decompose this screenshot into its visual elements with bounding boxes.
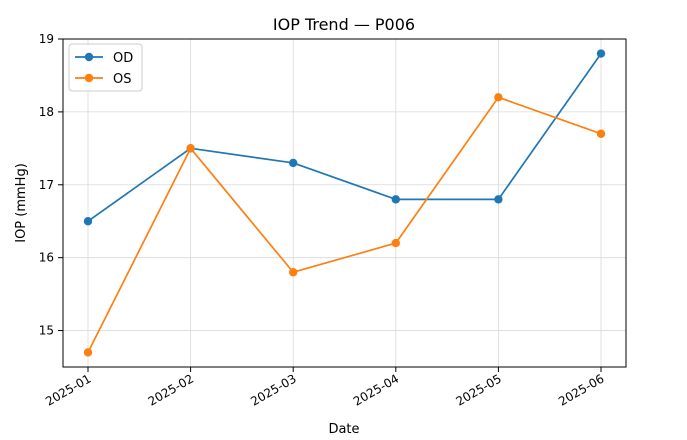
legend-label-od: OD (113, 51, 133, 66)
y-axis: 15 16 17 18 19 (39, 32, 63, 338)
data-point-os (391, 238, 400, 248)
series-line-od (87, 52, 602, 223)
legend-marker-os (84, 73, 94, 83)
y-tick-label: 18 (39, 105, 54, 119)
x-axis-label: Date (328, 422, 359, 437)
data-point-os (186, 144, 195, 153)
y-tick-label: 15 (39, 324, 54, 338)
data-point-os (83, 348, 93, 357)
data-point-os (289, 268, 298, 277)
chart-title: IOP Trend — P006 (273, 15, 415, 34)
data-point-od (494, 195, 503, 204)
data-point-os (494, 93, 503, 102)
data-point-od (391, 195, 400, 204)
data-point-od (596, 49, 606, 58)
data-point-os (596, 129, 606, 138)
data-point-od (83, 217, 93, 226)
series-layer (83, 49, 606, 357)
y-tick-label: 16 (39, 251, 54, 265)
series-line-os (87, 96, 602, 354)
data-point-od (289, 158, 298, 168)
y-tick-label: 19 (39, 32, 54, 46)
legend-marker-od (84, 52, 94, 62)
plot-frame (62, 38, 627, 368)
legend: OD OS (68, 43, 143, 92)
legend-label-os: OS (113, 72, 131, 87)
y-axis-label: IOP (mmHg) (14, 163, 29, 243)
y-tick-label: 17 (39, 178, 54, 192)
